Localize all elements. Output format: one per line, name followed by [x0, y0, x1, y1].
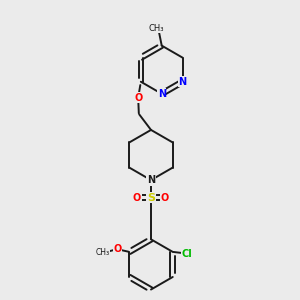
Text: N: N	[147, 175, 155, 185]
Text: N: N	[178, 77, 187, 87]
Text: O: O	[134, 93, 142, 103]
Text: CH₃: CH₃	[148, 24, 164, 33]
Text: S: S	[147, 193, 155, 202]
Text: Cl: Cl	[182, 249, 192, 259]
Text: CH₃: CH₃	[96, 248, 110, 257]
Text: O: O	[161, 193, 169, 202]
Text: O: O	[113, 244, 122, 254]
Text: N: N	[158, 89, 166, 99]
Text: O: O	[133, 193, 141, 202]
